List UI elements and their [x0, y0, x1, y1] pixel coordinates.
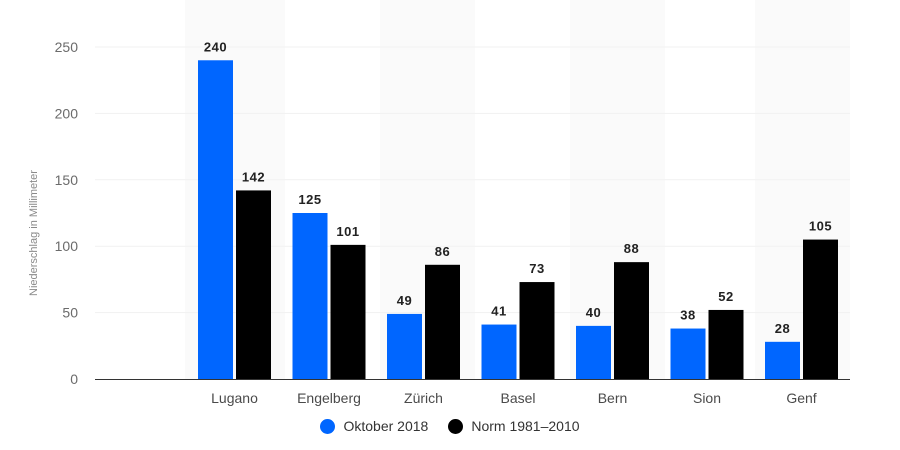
bar-engelberg-norm-1981-2010 [330, 244, 366, 379]
bar-bern-norm-1981-2010 [614, 262, 649, 379]
x-tick-label: Lugano [211, 390, 258, 406]
data-label: 101 [336, 224, 359, 239]
data-label: 88 [624, 241, 639, 256]
legend-swatch-norm-1981-2010 [448, 418, 464, 434]
bar-basel-norm-1981-2010 [519, 282, 555, 379]
legend-item-oktober-2018[interactable]: Oktober 2018 [320, 418, 428, 434]
y-tick-label: 250 [55, 39, 79, 55]
data-label: 41 [491, 304, 506, 319]
y-tick-label: 200 [55, 105, 79, 121]
data-label: 105 [809, 219, 832, 234]
data-label: 40 [586, 305, 601, 320]
bar-lugano-oktober-2018 [198, 60, 233, 379]
bar-sion-norm-1981-2010 [708, 309, 744, 379]
y-tick-label: 0 [70, 371, 78, 387]
bar-sion-oktober-2018 [670, 328, 706, 379]
data-label: 52 [718, 289, 733, 304]
legend-swatch-oktober-2018 [320, 418, 336, 434]
data-label: 142 [242, 169, 265, 184]
data-label: 28 [775, 321, 790, 336]
y-tick-label: 50 [62, 305, 78, 321]
legend-label-norm-1981-2010: Norm 1981–2010 [471, 418, 580, 434]
y-tick-label: 100 [55, 238, 79, 254]
bar-zürich-norm-1981-2010 [425, 264, 460, 379]
data-label: 49 [397, 293, 412, 308]
data-label: 125 [298, 192, 321, 207]
bar-bern-oktober-2018 [576, 325, 611, 379]
legend: Oktober 2018 Norm 1981–2010 [0, 418, 900, 434]
x-tick-label: Sion [693, 390, 721, 406]
legend-item-norm-1981-2010[interactable]: Norm 1981–2010 [448, 418, 580, 434]
bar-genf-oktober-2018 [765, 341, 800, 379]
x-tick-label: Engelberg [297, 390, 361, 406]
data-label: 240 [204, 39, 227, 54]
data-label: 86 [435, 244, 450, 259]
bar-genf-norm-1981-2010 [803, 239, 838, 379]
x-tick-label: Basel [500, 390, 535, 406]
bar-zürich-oktober-2018 [387, 313, 422, 379]
y-axis-title: Niederschlag in Millimeter [28, 170, 40, 296]
bar-lugano-norm-1981-2010 [236, 190, 271, 379]
x-tick-label: Genf [786, 390, 816, 406]
legend-label-oktober-2018: Oktober 2018 [343, 418, 429, 434]
x-tick-label: Bern [598, 390, 628, 406]
bar-basel-oktober-2018 [481, 324, 517, 379]
data-label: 38 [680, 308, 695, 323]
bar-engelberg-oktober-2018 [292, 213, 328, 379]
data-label: 73 [529, 261, 544, 276]
y-tick-label: 150 [55, 172, 79, 188]
x-tick-label: Zürich [404, 390, 443, 406]
